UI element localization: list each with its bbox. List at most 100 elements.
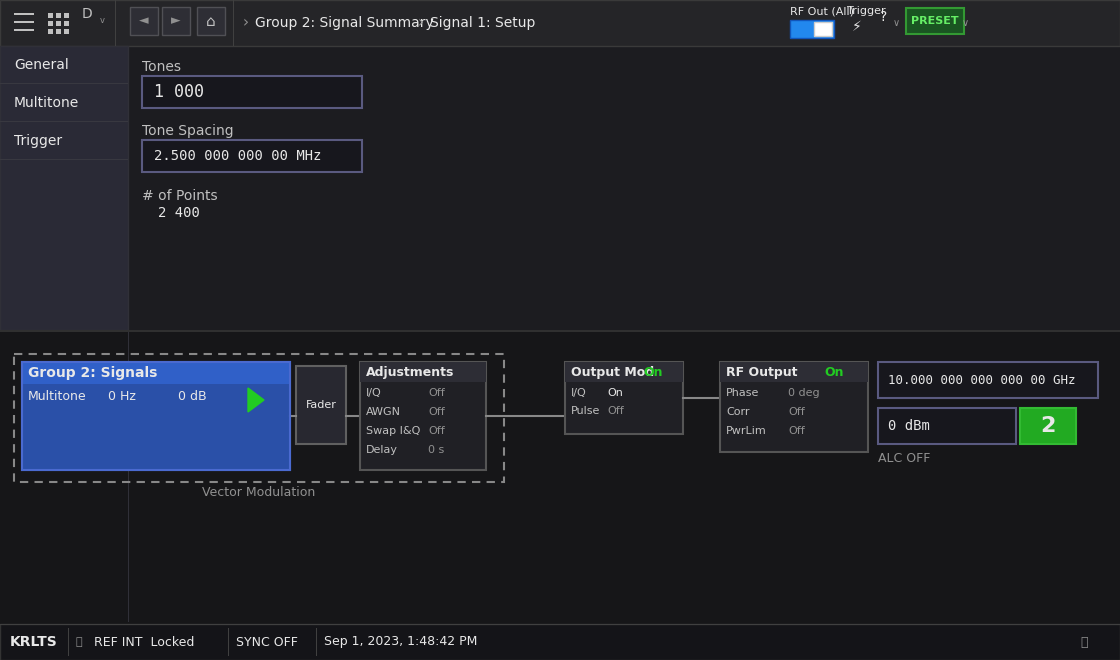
Bar	[22, 362, 290, 470]
Text: Off: Off	[428, 407, 445, 417]
Text: Vector Modulation: Vector Modulation	[203, 486, 316, 499]
Bar	[878, 362, 1098, 398]
Bar	[13, 21, 34, 23]
Text: ›: ›	[418, 15, 424, 30]
Text: On: On	[643, 366, 663, 379]
Bar	[878, 408, 1016, 444]
Text: ►: ►	[171, 15, 180, 28]
Bar	[22, 362, 290, 470]
Text: Multitone: Multitone	[13, 96, 80, 110]
Text: Output Mod: Output Mod	[571, 366, 654, 379]
Text: I/Q: I/Q	[366, 388, 382, 398]
Text: 2.500 000 000 00 MHz: 2.500 000 000 00 MHz	[153, 149, 321, 163]
Bar	[56, 21, 60, 26]
Text: Sep 1, 2023, 1:48:42 PM: Sep 1, 2023, 1:48:42 PM	[324, 636, 477, 649]
Bar	[0, 330, 1120, 332]
Bar	[1020, 408, 1076, 444]
Bar	[564, 362, 683, 434]
Text: Off: Off	[428, 388, 445, 398]
Bar	[0, 83, 128, 84]
Text: KRLTS: KRLTS	[10, 635, 58, 649]
Bar	[0, 121, 128, 122]
Text: PwrLim: PwrLim	[726, 426, 767, 436]
Bar	[814, 22, 832, 36]
Text: Tones: Tones	[142, 60, 181, 74]
Text: SYNC OFF: SYNC OFF	[236, 636, 298, 649]
Text: 0 deg: 0 deg	[788, 388, 820, 398]
Text: 1 000: 1 000	[153, 83, 204, 101]
Text: I/Q: I/Q	[571, 388, 587, 398]
Text: 0 dBm: 0 dBm	[888, 419, 930, 433]
Text: ›: ›	[243, 15, 249, 30]
Text: ◄: ◄	[139, 15, 149, 28]
Bar	[360, 362, 486, 382]
Text: # of Points: # of Points	[142, 189, 217, 203]
Bar	[128, 46, 1120, 330]
Bar	[0, 624, 1120, 625]
Bar	[162, 7, 190, 35]
Text: RF Out (All): RF Out (All)	[790, 6, 853, 16]
Bar	[720, 362, 868, 452]
Text: Trigger: Trigger	[13, 134, 62, 148]
Text: 10.000 000 000 000 00 GHz: 10.000 000 000 000 00 GHz	[888, 374, 1075, 387]
Text: ⌂: ⌂	[206, 13, 216, 28]
Bar	[13, 29, 34, 31]
Bar	[48, 29, 53, 34]
Text: 🔒: 🔒	[76, 637, 83, 647]
Bar	[130, 7, 158, 35]
Bar	[0, 46, 128, 330]
Text: PRESET: PRESET	[912, 16, 959, 26]
Text: ∨: ∨	[962, 18, 969, 28]
Bar	[0, 0, 1120, 46]
Bar	[197, 7, 225, 35]
Bar	[906, 8, 964, 34]
Text: ⚡: ⚡	[852, 20, 861, 34]
Text: Group 2: Signal Summary: Group 2: Signal Summary	[255, 16, 433, 30]
Bar	[564, 362, 683, 382]
Text: Off: Off	[788, 426, 805, 436]
Text: Multitone: Multitone	[28, 390, 86, 403]
Bar	[296, 366, 346, 444]
Bar	[13, 13, 34, 15]
Bar	[48, 21, 53, 26]
Bar	[360, 362, 486, 470]
Bar	[48, 13, 53, 18]
Text: D: D	[82, 7, 93, 21]
Text: ALC OFF: ALC OFF	[878, 452, 931, 465]
Bar	[64, 21, 69, 26]
Text: 🔔: 🔔	[1080, 636, 1088, 649]
Bar	[22, 362, 290, 384]
Bar	[64, 13, 69, 18]
Text: Off: Off	[607, 406, 624, 416]
Text: 0 Hz: 0 Hz	[108, 390, 136, 403]
Text: ∨: ∨	[893, 18, 900, 28]
Text: 0 dB: 0 dB	[178, 390, 206, 403]
Text: 2 400: 2 400	[158, 206, 199, 220]
Text: Corr: Corr	[726, 407, 749, 417]
Text: 2: 2	[1040, 416, 1056, 436]
Text: Adjustments: Adjustments	[366, 366, 455, 379]
Bar	[142, 76, 362, 108]
Bar	[13, 354, 504, 482]
Bar	[0, 332, 1120, 624]
Text: Signal 1: Setup: Signal 1: Setup	[430, 16, 535, 30]
Bar	[790, 20, 834, 38]
Text: Trigger: Trigger	[847, 6, 886, 16]
Text: ?: ?	[880, 10, 887, 24]
Text: RF Output: RF Output	[726, 366, 797, 379]
Bar	[64, 29, 69, 34]
Text: Delay: Delay	[366, 445, 398, 455]
Text: Off: Off	[788, 407, 805, 417]
Polygon shape	[248, 388, 264, 412]
Text: Pulse: Pulse	[571, 406, 600, 416]
Bar	[0, 159, 128, 160]
Text: General: General	[13, 58, 68, 72]
Bar	[56, 29, 60, 34]
Text: AWGN: AWGN	[366, 407, 401, 417]
Text: On: On	[824, 366, 843, 379]
Text: Fader: Fader	[306, 400, 336, 410]
Bar	[720, 362, 868, 382]
Text: On: On	[607, 388, 623, 398]
Bar	[56, 13, 60, 18]
Text: Group 2: Signals: Group 2: Signals	[28, 366, 158, 380]
